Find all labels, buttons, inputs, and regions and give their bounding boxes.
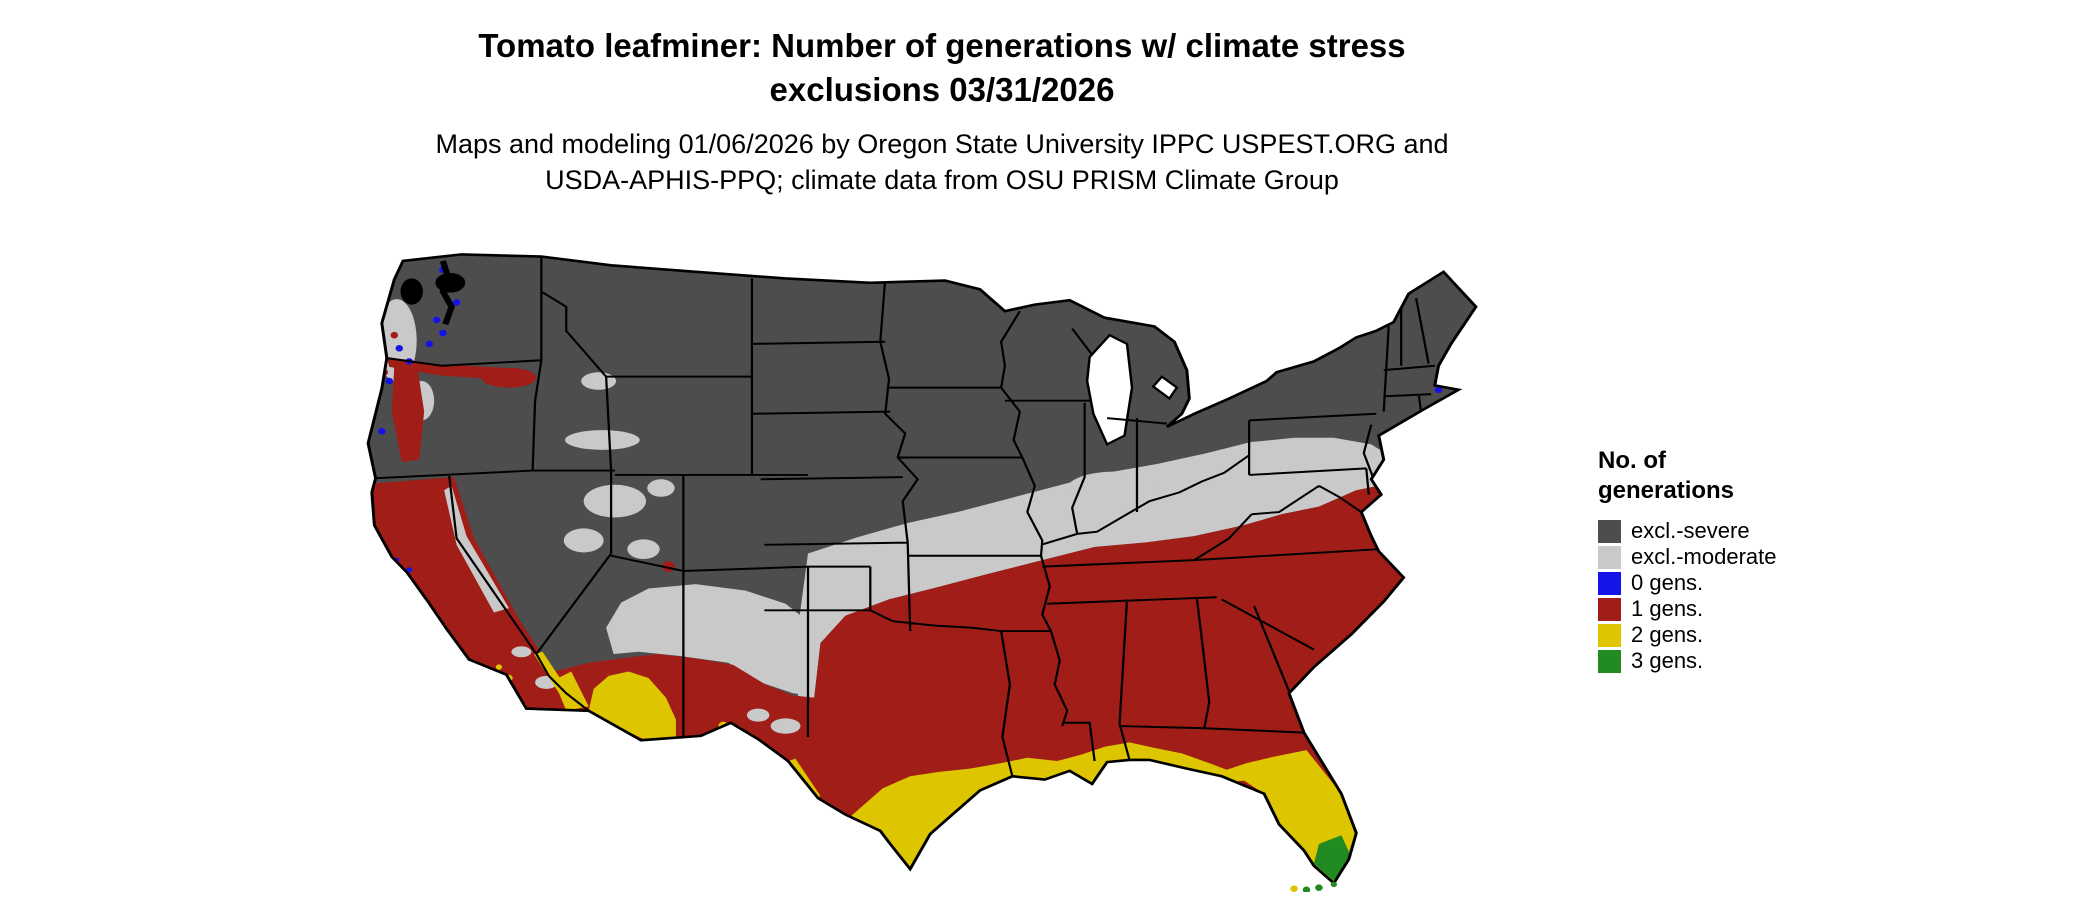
legend-swatch-3-gens	[1598, 649, 1621, 673]
legend-swatch-excl-moderate	[1598, 545, 1621, 569]
legend-item-3-gens: 3 gens.	[1598, 648, 1777, 674]
florida-keys	[1290, 881, 1337, 894]
map-title-line-1: Tomato leafminer: Number of generations …	[478, 27, 1406, 64]
state-borders	[375, 256, 1435, 777]
map-region-excl-moderate-patches	[444, 485, 801, 734]
legend-label-3-gens: 3 gens.	[1631, 648, 1704, 673]
us-generations-map	[366, 253, 1478, 894]
legend-label-1-gens: 1 gens.	[1631, 596, 1704, 621]
legend-label-excl-moderate: excl.-moderate	[1631, 544, 1777, 569]
lake-michigan	[1085, 333, 1134, 446]
us-map-container	[322, 226, 1537, 894]
legend-title: No. of generations	[1598, 446, 1777, 506]
legend-title-line-2: generations	[1598, 477, 1735, 504]
legend-item-2-gens: 2 gens.	[1598, 622, 1777, 648]
legend-item-0-gens: 0 gens.	[1598, 570, 1777, 596]
legend-swatch-1-gens	[1598, 597, 1621, 621]
legend-label-excl-severe: excl.-severe	[1631, 518, 1750, 543]
legend-label-0-gens: 0 gens.	[1631, 570, 1704, 595]
map-subtitle-line-1: Maps and modeling 01/06/2026 by Oregon S…	[435, 129, 1449, 160]
title-block: Tomato leafminer: Number of generations …	[0, 24, 1884, 198]
legend-swatch-excl-severe	[1598, 519, 1621, 543]
legend: No. of generations excl.-severe excl.-mo…	[1598, 446, 1777, 674]
us-outline	[366, 253, 1478, 886]
legend-swatch-0-gens	[1598, 571, 1621, 595]
legend-item-excl-severe: excl.-severe	[1598, 518, 1777, 544]
great-lakes	[1085, 333, 1179, 446]
legend-label-2-gens: 2 gens.	[1631, 622, 1704, 647]
legend-item-excl-moderate: excl.-moderate	[1598, 544, 1777, 570]
legend-item-1-gens: 1 gens.	[1598, 596, 1777, 622]
terrain-water-marks	[400, 260, 466, 326]
map-title-line-2: exclusions 03/31/2026	[769, 70, 1115, 108]
legend-swatch-2-gens	[1598, 623, 1621, 647]
saginaw-bay	[1151, 375, 1179, 401]
map-subtitle-line-2: USDA-APHIS-PPQ; climate data from OSU PR…	[545, 164, 1339, 195]
map-subtitle: Maps and modeling 01/06/2026 by Oregon S…	[0, 127, 1884, 198]
legend-title-line-1: No. of	[1598, 447, 1666, 474]
